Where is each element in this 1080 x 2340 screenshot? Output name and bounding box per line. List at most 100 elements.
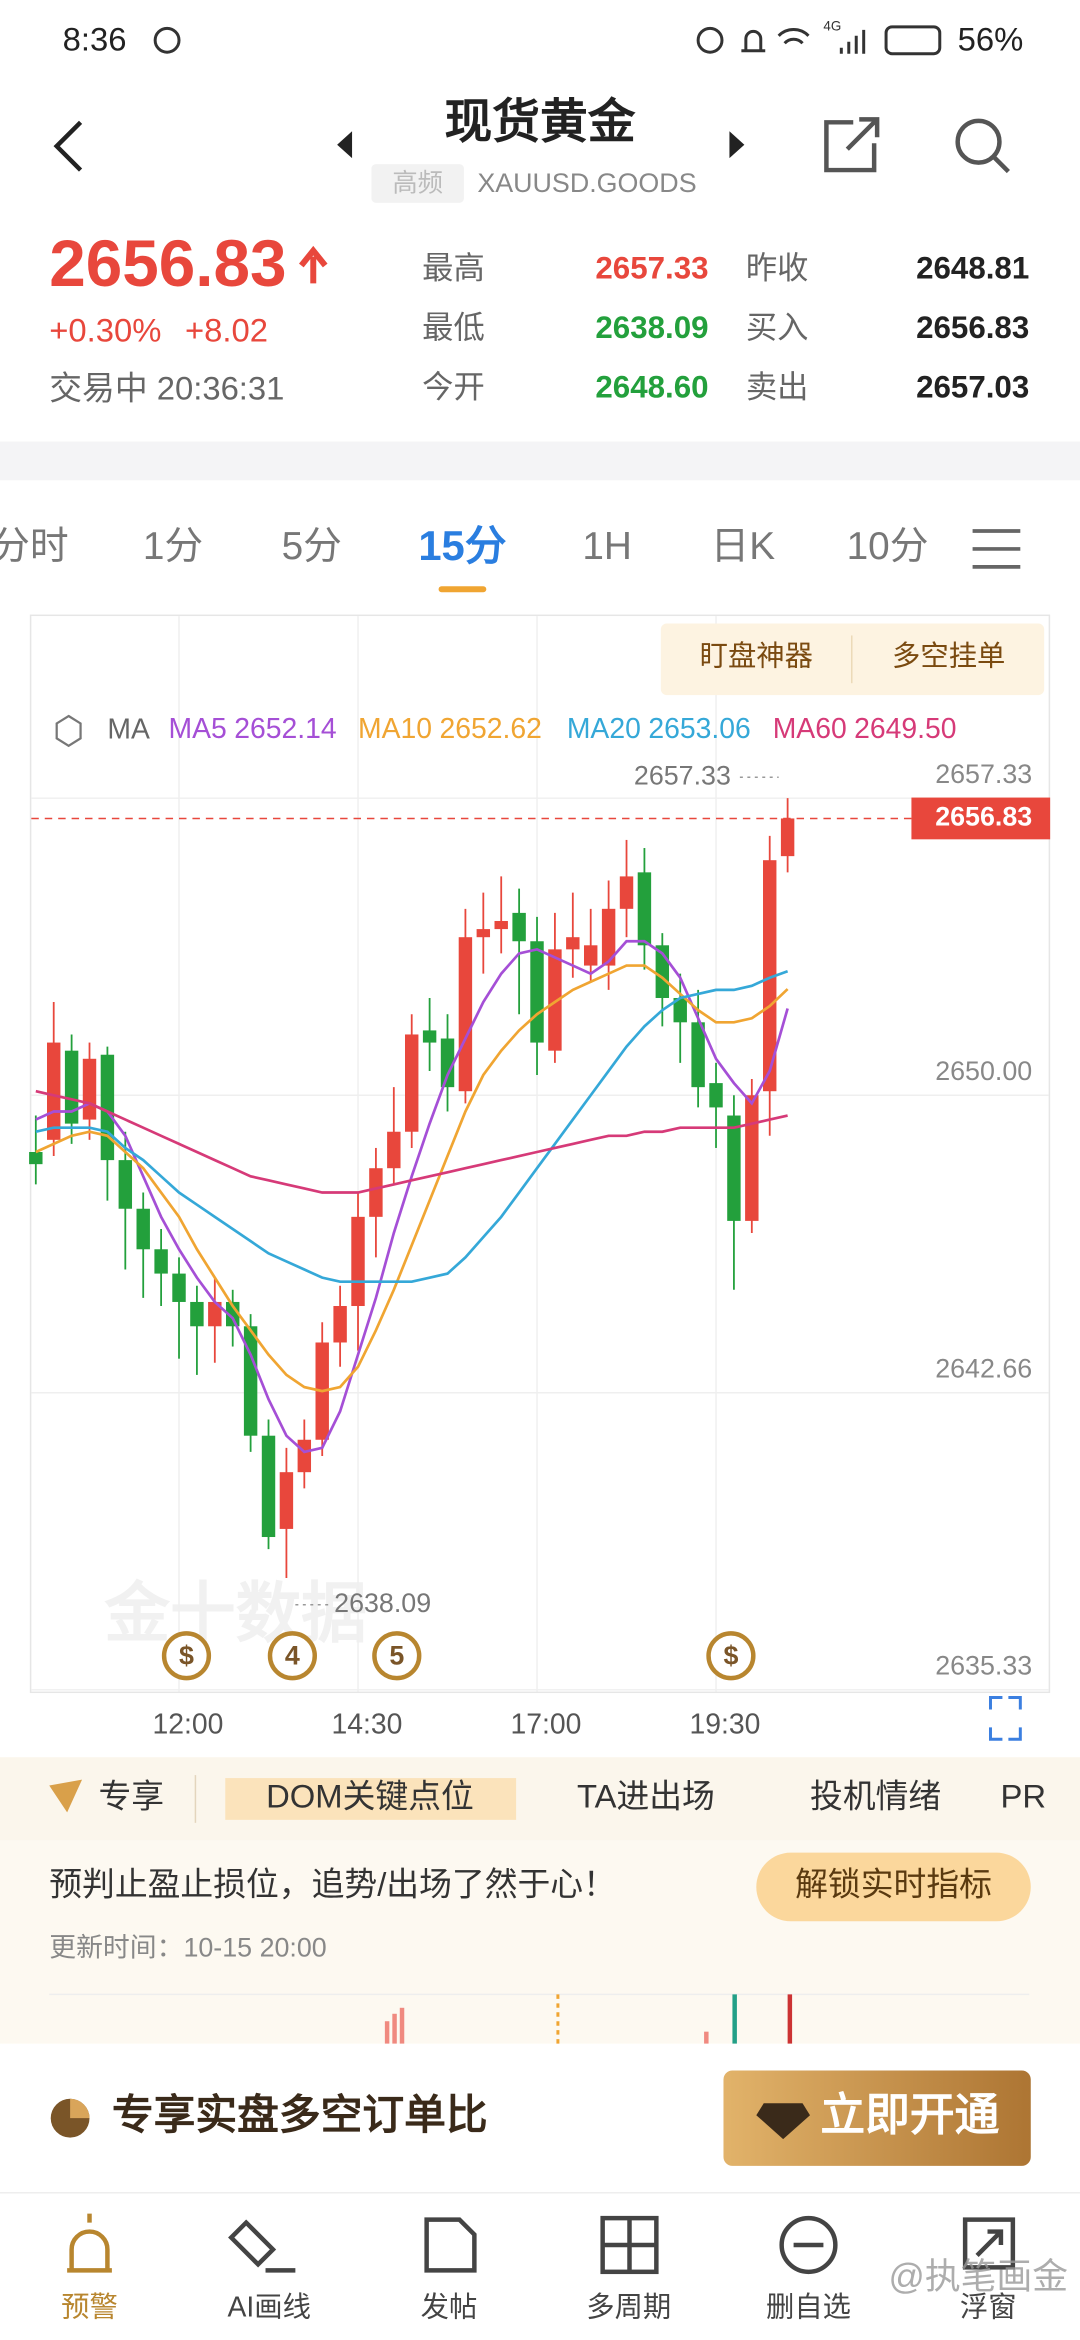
nav-label[interactable]: 删自选 bbox=[766, 2292, 851, 2324]
legend-entry: MA5 2652.14 bbox=[169, 713, 337, 745]
battery: 56% bbox=[958, 20, 1024, 57]
candle-body bbox=[208, 1301, 222, 1327]
event-marker[interactable]: 5 bbox=[389, 1640, 404, 1670]
stat-label: 最低 bbox=[422, 310, 485, 345]
stats: 最高 2657.33 昨收 2648.81 最低 2638.09 买入 2656.83 今开 26… bbox=[422, 250, 1029, 404]
candle-body bbox=[136, 1208, 150, 1250]
change-pct: +0.30% bbox=[49, 311, 161, 348]
nav-label[interactable]: 预警 bbox=[61, 2292, 118, 2324]
promo-button[interactable]: 解锁实时指标 bbox=[795, 1866, 992, 1903]
candle-body bbox=[29, 1152, 43, 1165]
candle-body bbox=[530, 941, 544, 1043]
period-tabs: 分时 1分 5分 15分 1H 日K 10分 bbox=[0, 522, 929, 569]
stat-label: 今开 bbox=[422, 370, 485, 405]
feature-tab[interactable]: 投机情绪 bbox=[810, 1778, 941, 1815]
fullscreen-button[interactable] bbox=[988, 1696, 1022, 1741]
candle-body bbox=[727, 1115, 741, 1221]
nav-label[interactable]: 浮窗 bbox=[960, 2292, 1017, 2324]
candle-body bbox=[763, 860, 777, 1092]
chart: 2657.33 2650.00 2642.66 2635.33 12:00 14:30 17… bbox=[29, 616, 1051, 1740]
candle-body bbox=[279, 1472, 294, 1529]
candle-body bbox=[154, 1249, 168, 1274]
candle-body bbox=[584, 945, 598, 966]
chart-button[interactable]: 盯盘神器 bbox=[700, 640, 813, 672]
share-button[interactable] bbox=[824, 117, 880, 173]
event-marker[interactable]: 4 bbox=[285, 1640, 300, 1670]
candle-body bbox=[118, 1160, 133, 1209]
period-tab[interactable]: 5分 bbox=[282, 525, 342, 568]
candle-body bbox=[82, 1058, 97, 1120]
legend-name: MA10 bbox=[358, 713, 432, 745]
legend-name: MA5 bbox=[169, 713, 227, 745]
legend-entry: MA10 2652.62 bbox=[358, 713, 542, 745]
event-marker[interactable]: $ bbox=[179, 1640, 194, 1670]
period-tab[interactable]: 1分 bbox=[143, 525, 203, 568]
event-marker-bg[interactable] bbox=[706, 1631, 756, 1681]
feature-icon bbox=[49, 1779, 83, 1813]
candle-body bbox=[333, 1306, 347, 1343]
prev-symbol[interactable] bbox=[337, 131, 353, 159]
candle-body bbox=[691, 1022, 705, 1088]
banner-button-bg[interactable] bbox=[723, 2070, 1031, 2166]
candle-body bbox=[619, 876, 634, 909]
back-button[interactable] bbox=[53, 120, 83, 172]
mini-chart bbox=[49, 1993, 1030, 2044]
event-marker-bg[interactable] bbox=[372, 1631, 422, 1681]
candle-body bbox=[297, 1439, 312, 1473]
candle-body bbox=[745, 1095, 759, 1221]
candle-body bbox=[64, 1050, 79, 1124]
nav-label[interactable]: 多周期 bbox=[586, 2292, 671, 2324]
ma-line bbox=[35, 1089, 788, 1194]
candle-body bbox=[458, 937, 473, 1092]
event-marker-bg[interactable] bbox=[161, 1631, 212, 1681]
period-tab[interactable]: 日K bbox=[711, 525, 776, 568]
event-marker[interactable]: $ bbox=[723, 1640, 738, 1670]
feature-tab[interactable]: 专享 bbox=[98, 1778, 164, 1815]
legend-value: 2649.50 bbox=[854, 713, 956, 745]
period-tab[interactable]: 分时 bbox=[0, 525, 69, 568]
candle-body bbox=[190, 1301, 204, 1327]
candle-body bbox=[476, 929, 491, 938]
feature-bar bbox=[0, 1757, 1080, 1841]
badge: 高频 bbox=[392, 170, 443, 198]
legend-entry: MA60 2649.50 bbox=[773, 713, 957, 745]
banner-button[interactable]: 立即开通 bbox=[820, 2090, 999, 2140]
low-label: 2638.09 bbox=[334, 1588, 431, 1618]
candle-body bbox=[243, 1326, 258, 1436]
stat-value: 2638.09 bbox=[595, 310, 708, 345]
stat-value: 2656.83 bbox=[916, 310, 1029, 345]
next-symbol[interactable] bbox=[729, 131, 745, 159]
candle-body bbox=[405, 1034, 419, 1132]
tab-underline bbox=[438, 586, 487, 593]
candle-body bbox=[172, 1273, 186, 1302]
legend-entry: MA20 2653.06 bbox=[567, 713, 751, 745]
stat-label: 最高 bbox=[422, 250, 485, 285]
candle-body bbox=[440, 1038, 455, 1088]
feature-tab[interactable]: TA进出场 bbox=[577, 1778, 715, 1815]
stat-label: 昨收 bbox=[746, 250, 809, 285]
candle-body bbox=[673, 997, 687, 1023]
search-button[interactable] bbox=[955, 118, 1010, 174]
title: 现货黄金 bbox=[445, 96, 636, 149]
stat-value: 2648.81 bbox=[916, 250, 1029, 285]
legend-value: 2652.62 bbox=[439, 713, 541, 745]
period-tab[interactable]: 10分 bbox=[847, 525, 929, 568]
x-tick-label: 17:00 bbox=[511, 1708, 582, 1740]
event-marker-bg[interactable] bbox=[267, 1631, 317, 1681]
stat-label: 买入 bbox=[746, 310, 809, 345]
feature-tab[interactable]: PR bbox=[1001, 1778, 1047, 1815]
period-tab[interactable]: 1H bbox=[582, 525, 632, 568]
feature-tab[interactable]: DOM关键点位 bbox=[266, 1778, 474, 1815]
menu-button[interactable] bbox=[972, 529, 1021, 569]
trade-status: 交易中 20:36:31 bbox=[49, 369, 284, 406]
nav-label[interactable]: AI画线 bbox=[228, 2292, 311, 2324]
period-tab[interactable]: 15分 bbox=[418, 522, 506, 569]
candle-body bbox=[637, 872, 652, 946]
indicator-icon[interactable] bbox=[55, 714, 82, 748]
promo-button-bg[interactable] bbox=[756, 1852, 1031, 1922]
chart-button[interactable]: 多空挂单 bbox=[892, 640, 1005, 672]
nav-label[interactable]: 发帖 bbox=[421, 2292, 478, 2324]
candle-body bbox=[422, 1030, 437, 1043]
status-time: 8:36 bbox=[63, 20, 127, 57]
